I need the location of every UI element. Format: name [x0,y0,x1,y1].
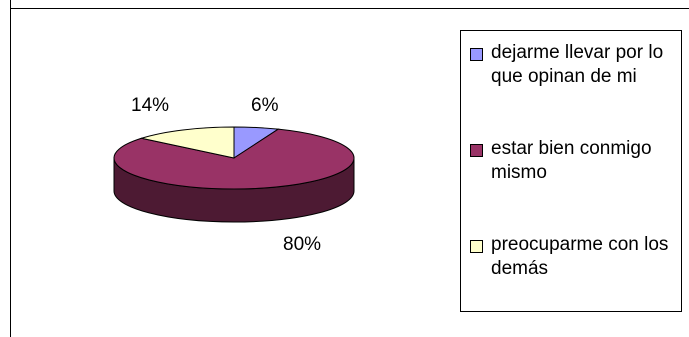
pie-slice-estar-bien [113,128,355,190]
legend-item-preocuparme: preocuparme con los demás [467,233,681,283]
legend-swatch-preocuparme [470,240,483,253]
legend: dejarme llevar por lo que opinan de mi e… [460,30,682,312]
data-label-estar-bien: 80% [283,234,321,255]
data-labels: 6% 80% 14% [131,95,321,255]
chart-frame [10,0,689,337]
legend-item-estar-bien: estar bien conmigo mismo [467,137,681,187]
pie-group [113,126,355,223]
data-label-preocuparme-con: 14% [131,95,169,116]
legend-swatch-estar-bien [470,144,483,157]
legend-item-dejarme: dejarme llevar por lo que opinan de mi [467,41,681,111]
legend-label-estar-bien: estar bien conmigo mismo [491,138,652,183]
legend-swatch-dejarme [470,48,483,61]
legend-label-dejarme: dejarme llevar por lo que opinan de mi [491,42,664,87]
pie-slice-preocuparme-con [139,126,235,159]
data-label-dejarme-llevar: 6% [251,95,279,116]
legend-label-preocuparme: preocuparme con los demás [491,234,669,279]
